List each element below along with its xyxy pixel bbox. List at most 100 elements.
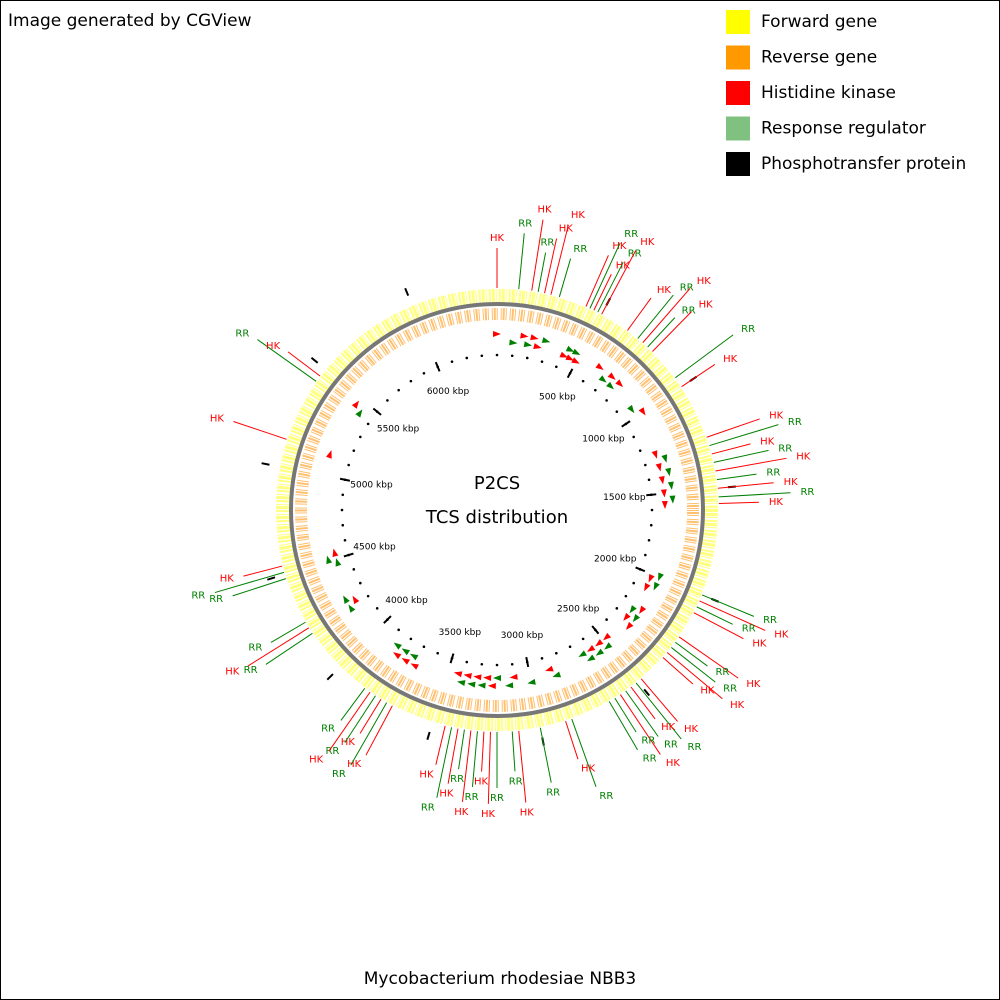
- scale-dot: [397, 628, 400, 632]
- feature-leader: [715, 457, 787, 472]
- feature-leader: [270, 621, 306, 643]
- feature-leader: [699, 600, 766, 631]
- feature-marker: [530, 334, 539, 341]
- feature-label: RR: [248, 643, 262, 654]
- feature-label: RR: [325, 746, 339, 757]
- feature-marker: [607, 372, 616, 380]
- scale-dot: [480, 354, 484, 358]
- scale-dot: [352, 568, 356, 571]
- feature-leader: [558, 258, 572, 298]
- scale-dot: [397, 388, 400, 392]
- scale-dot: [647, 478, 651, 482]
- tick-label: 500 kbp: [539, 393, 576, 403]
- feature-marker: [606, 381, 614, 390]
- tick-mark: [449, 653, 455, 664]
- feature-leader: [711, 443, 751, 455]
- tick-label: 5500 kbp: [377, 424, 420, 434]
- scale-dot: [347, 463, 350, 467]
- feature-marker: [655, 462, 662, 472]
- scale-dot: [359, 435, 362, 439]
- legend-label: Forward gene: [761, 12, 877, 32]
- feature-marker: [629, 605, 637, 614]
- feature-leader: [550, 224, 569, 295]
- legend-label: Reverse gene: [761, 48, 877, 68]
- feature-label: RR: [766, 468, 780, 479]
- feature-leader: [518, 730, 527, 803]
- feature-label: RR: [723, 683, 737, 694]
- feature-label: HK: [752, 638, 767, 649]
- scale-dot: [480, 662, 484, 666]
- feature-label: HK: [684, 724, 699, 735]
- rings: [276, 289, 718, 731]
- feature-label: RR: [742, 624, 756, 635]
- feature-leader: [652, 311, 692, 352]
- feature-marker: [595, 639, 604, 647]
- feature-marker: [473, 674, 482, 681]
- feature-marker: [660, 489, 667, 498]
- feature-leader: [243, 565, 283, 577]
- feature-marker: [457, 680, 466, 687]
- feature-leader: [287, 351, 321, 377]
- feature-label: RR: [664, 740, 678, 751]
- feature-marker: [571, 348, 581, 355]
- scale-dot: [341, 493, 345, 497]
- feature-label: HK: [341, 737, 356, 748]
- feature-marker: [393, 652, 402, 660]
- feature-label: HK: [347, 759, 362, 770]
- feature-label: HK: [784, 477, 799, 488]
- feature-label: RR: [573, 244, 587, 255]
- feature-leader: [350, 702, 388, 766]
- feature-label: RR: [209, 594, 223, 605]
- feature-leader: [511, 731, 516, 772]
- feature-marker: [348, 604, 356, 613]
- scale-dot: [581, 379, 585, 383]
- feature-label: RR: [235, 329, 249, 340]
- feature-marker: [545, 665, 554, 672]
- scale-dot: [340, 508, 344, 512]
- scale-dot: [540, 657, 544, 660]
- feature-marker: [615, 379, 624, 388]
- feature-leader: [461, 730, 472, 803]
- feature-marker: [667, 481, 674, 490]
- scale-dot: [540, 360, 544, 363]
- feature-marker: [661, 454, 668, 463]
- scale-dot: [525, 356, 529, 360]
- feature-label: RR: [680, 282, 694, 293]
- feature-marker: [665, 467, 671, 477]
- feature-label: RR: [421, 803, 435, 814]
- scale-dot: [605, 399, 608, 402]
- scale-dot: [465, 660, 469, 664]
- feature-marker: [595, 362, 604, 370]
- feature-leader: [458, 729, 465, 770]
- feature-label: HK: [723, 354, 738, 365]
- tick-mark: [434, 361, 441, 372]
- feature-leader: [625, 690, 659, 737]
- feature-marker: [638, 407, 646, 416]
- feature-marker: [410, 663, 419, 670]
- feature-marker: [603, 632, 612, 641]
- feature-leader: [642, 287, 691, 343]
- scale-dot: [409, 637, 413, 641]
- feature-label: RR: [682, 305, 696, 316]
- feature-leader: [233, 421, 287, 440]
- legend-swatch: [726, 152, 750, 176]
- feature-label: HK: [697, 276, 712, 287]
- feature-leader: [232, 578, 287, 597]
- feature-leader: [518, 233, 525, 290]
- feature-marker: [658, 476, 665, 485]
- feature-leader: [614, 697, 637, 733]
- feature-leader: [713, 449, 769, 463]
- feature-label: RR: [788, 417, 802, 428]
- scale-dot: [649, 523, 653, 527]
- feature-label: HK: [538, 205, 553, 216]
- feature-label: HK: [481, 809, 496, 820]
- feature-marker: [393, 642, 402, 650]
- feature-marker: [533, 343, 542, 349]
- tick-label: 1000 kbp: [582, 434, 625, 444]
- feature-label: RR: [800, 487, 814, 498]
- scale-dot: [386, 399, 389, 402]
- scale-dot: [352, 449, 356, 452]
- scale-dot: [555, 365, 558, 369]
- feature-label: RR: [540, 238, 554, 249]
- feature-marker: [351, 400, 360, 409]
